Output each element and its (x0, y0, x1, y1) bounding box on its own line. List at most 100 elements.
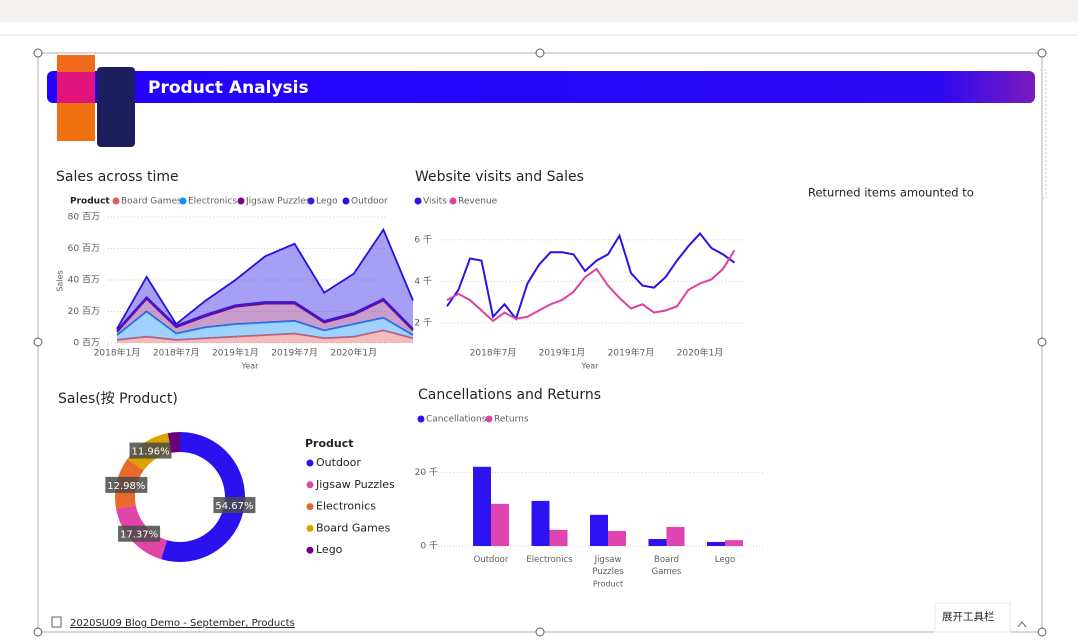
resize-handles[interactable] (33, 48, 1047, 637)
legend-marker (414, 197, 422, 205)
legend-label: Visits (423, 197, 447, 207)
chart-title: Sales(按 Product) (58, 391, 178, 407)
area-fill (117, 229, 413, 331)
y-tick-label: 4 千 (414, 276, 432, 287)
y-tick-label: 80 百万 (68, 212, 100, 223)
legend-marker (306, 524, 314, 532)
legend-marker (306, 546, 314, 554)
legend-marker (485, 415, 493, 423)
area-fill (117, 311, 413, 340)
legend-marker (417, 415, 425, 423)
bar (473, 466, 491, 546)
data-label: 11.96% (131, 447, 169, 458)
legend-marker (307, 197, 315, 205)
chart-title: Cancellations and Returns (418, 387, 601, 403)
x-tick-label: Outdoor (473, 555, 509, 565)
x-tick-label: 2019年1月 (539, 347, 586, 359)
y-tick-label: 20 百万 (68, 306, 100, 317)
data-label-bg (105, 476, 148, 493)
data-label: 54.67% (215, 501, 253, 512)
banner (47, 71, 1035, 103)
legend-label: Outdoor (316, 456, 361, 469)
area-fill (117, 298, 413, 336)
area-line (116, 297, 414, 333)
legend-marker (112, 197, 120, 205)
bar (590, 514, 608, 546)
legend-marker (237, 197, 245, 205)
top-bar (0, 0, 1078, 22)
data-label-bg (118, 525, 161, 542)
bar (491, 503, 509, 546)
x-tick-label: 2019年7月 (608, 347, 655, 359)
legend-marker (449, 197, 457, 205)
legend-title: Product (305, 437, 354, 450)
legend-marker (306, 459, 314, 467)
legend-title: Product (70, 197, 110, 207)
x-tick-label: 2020年1月 (677, 347, 724, 359)
bar (648, 539, 667, 546)
toolbar-label[interactable]: 展开工具栏 (942, 610, 995, 623)
area-line (116, 227, 414, 330)
donut-slice (161, 432, 246, 562)
y-tick-label: 40 百万 (68, 275, 100, 286)
data-label: 17.37% (120, 530, 158, 541)
legend-label: Board Games (121, 197, 182, 207)
chart-title: Sales across time (56, 169, 179, 185)
chart-title: Website visits and Sales (415, 169, 584, 185)
data-label: 12.98% (107, 481, 145, 492)
legend-label: Electronics (188, 197, 237, 207)
page-tab[interactable]: 2020SU09 Blog Demo - September, Products (70, 618, 295, 629)
x-tick-label: Jigsaw Puzzles (592, 555, 624, 577)
legend-label: Lego (316, 197, 338, 207)
card-text: Returned items amounted to (808, 186, 974, 200)
area-line (116, 310, 414, 336)
donut-slice (167, 432, 180, 453)
legend-label: Lego (316, 543, 343, 556)
x-axis-title: Product (593, 580, 623, 589)
x-tick-label: 2019年1月 (212, 347, 259, 359)
x-tick-label: Electronics (526, 555, 573, 565)
legend-label: Electronics (316, 500, 376, 513)
x-tick-label: 2018年1月 (94, 347, 141, 359)
x-tick-label: 2018年7月 (470, 347, 517, 359)
x-tick-label: 2018年7月 (153, 347, 200, 359)
legend-label: Jigsaw Puzzles (245, 197, 311, 207)
legend-marker (179, 197, 187, 205)
report-title: Product Analysis (148, 78, 309, 98)
y-tick-label: 6 千 (414, 234, 432, 245)
page-icon (51, 616, 62, 628)
y-tick-label: 60 百万 (68, 243, 100, 254)
logo-block (57, 55, 95, 75)
logo-block (97, 67, 135, 147)
logo-block (57, 103, 95, 141)
legend-label: Cancellations (426, 415, 487, 425)
legend-label: Returns (494, 415, 529, 425)
x-tick-label: 2020年1月 (330, 347, 377, 359)
y-axis-title: Sales (56, 270, 65, 291)
toolbar-tab[interactable] (934, 602, 1011, 633)
bar (608, 530, 626, 546)
line (446, 232, 736, 321)
x-axis-title: Year (241, 362, 260, 371)
area-line (116, 296, 414, 332)
bar (531, 500, 550, 546)
chevron[interactable] (1017, 621, 1027, 628)
y-tick-label: 0 百万 (73, 338, 100, 349)
area-line (116, 329, 414, 341)
legend-marker (342, 197, 350, 205)
data-label-bg (129, 442, 172, 459)
bar (666, 526, 685, 546)
selection-bracket (1040, 69, 1047, 199)
x-tick-label: 2019年7月 (271, 347, 318, 359)
bar (707, 541, 725, 546)
x-tick-label: Board Games (651, 555, 682, 577)
line (446, 249, 736, 323)
legend-label: Outdoor (351, 197, 388, 207)
legend-label: Jigsaw Puzzles (315, 478, 395, 491)
legend-marker (306, 503, 314, 511)
legend-marker (306, 481, 314, 489)
logo-block (57, 72, 95, 104)
data-label-bg (213, 497, 256, 514)
